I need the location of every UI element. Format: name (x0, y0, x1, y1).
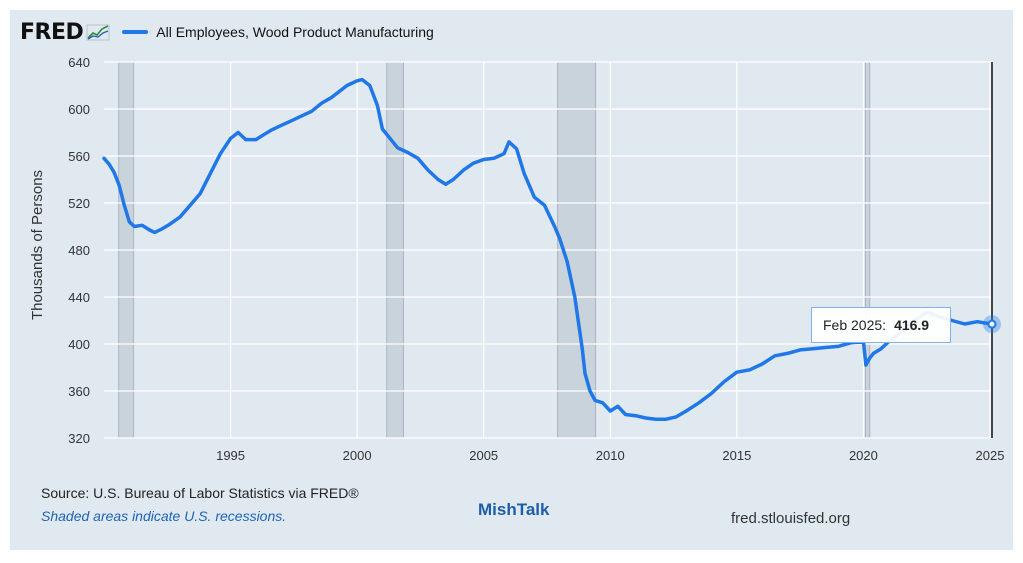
y-tick-label: 440 (68, 290, 90, 305)
legend-swatch (122, 30, 149, 34)
chart-line-icon (86, 24, 110, 41)
y-axis-ticks: 320 360 400 440 480 520 560 600 640 (68, 55, 90, 446)
y-tick-label: 400 (68, 337, 90, 352)
y-tick-label: 480 (68, 243, 90, 258)
x-tick-label: 2010 (596, 448, 625, 463)
plot-area: 320 360 400 440 480 520 560 600 640 1995 2000 2005… (29, 55, 1004, 463)
legend-label[interactable]: All Employees, Wood Product Manufacturin… (156, 24, 434, 40)
source-text: Source: U.S. Bureau of Labor Statistics … (41, 485, 359, 501)
tooltip-date: Feb 2025: (823, 317, 887, 333)
chart-header: FRED All Employees, Wood Product Manufac… (20, 18, 434, 46)
series-line[interactable] (102, 77, 994, 421)
x-tick-label: 2015 (722, 448, 751, 463)
series-layer (102, 77, 1001, 421)
y-tick-label: 640 (68, 55, 90, 70)
tooltip-value: 416.9 (894, 317, 930, 333)
y-axis-label: Thousands of Persons (29, 170, 46, 320)
watermark-text: MishTalk (478, 500, 550, 519)
fred-logo[interactable]: FRED (20, 19, 84, 45)
x-tick-label: 2000 (343, 448, 372, 463)
y-tick-label: 560 (68, 149, 90, 164)
gridlines (104, 61, 993, 439)
x-tick-label: 2020 (849, 448, 878, 463)
x-axis-ticks: 1995 2000 2005 2010 2015 2020 2025 (216, 448, 1004, 463)
recession-note: Shaded areas indicate U.S. recessions. (41, 508, 287, 524)
y-tick-label: 320 (68, 431, 90, 446)
hover-tooltip: Feb 2025: 416.9 (811, 307, 951, 343)
x-tick-label: 2025 (976, 448, 1005, 463)
y-tick-label: 520 (68, 196, 90, 211)
hover-point[interactable] (987, 319, 997, 329)
x-tick-label: 1995 (216, 448, 245, 463)
chart-frame (10, 10, 1013, 550)
x-tick-label: 2005 (469, 448, 498, 463)
y-tick-label: 360 (68, 384, 90, 399)
y-tick-label: 600 (68, 102, 90, 117)
source-url[interactable]: fred.stlouisfed.org (731, 510, 851, 527)
